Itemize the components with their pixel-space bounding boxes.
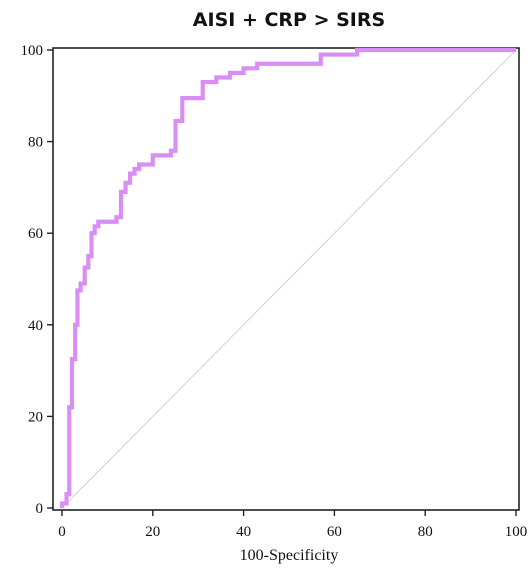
x-tick-label: 80 <box>418 524 433 540</box>
y-tick-label: 60 <box>28 226 43 242</box>
x-tick-label: 60 <box>327 524 342 540</box>
plot-frame <box>52 47 520 511</box>
x-tick-label: 40 <box>236 524 251 540</box>
chart-title: AISI + CRP > SIRS <box>193 9 385 31</box>
x-axis-label: 100-Specificity <box>240 547 339 564</box>
y-tick-label: 80 <box>28 135 43 151</box>
x-tick-label: 100 <box>505 524 528 540</box>
y-tick-label: 40 <box>28 318 43 334</box>
y-tick-label: 100 <box>21 43 44 59</box>
y-tick-label: 0 <box>36 501 44 517</box>
reference-diagonal-line <box>61 49 517 509</box>
plot-area: 0 20 40 60 80 100 0 20 40 60 80 100 <box>21 43 528 540</box>
roc-curve-line <box>59 47 516 508</box>
x-tick-label: 20 <box>145 524 160 540</box>
y-tick-label: 20 <box>28 409 43 425</box>
x-tick-label: 0 <box>58 524 66 540</box>
